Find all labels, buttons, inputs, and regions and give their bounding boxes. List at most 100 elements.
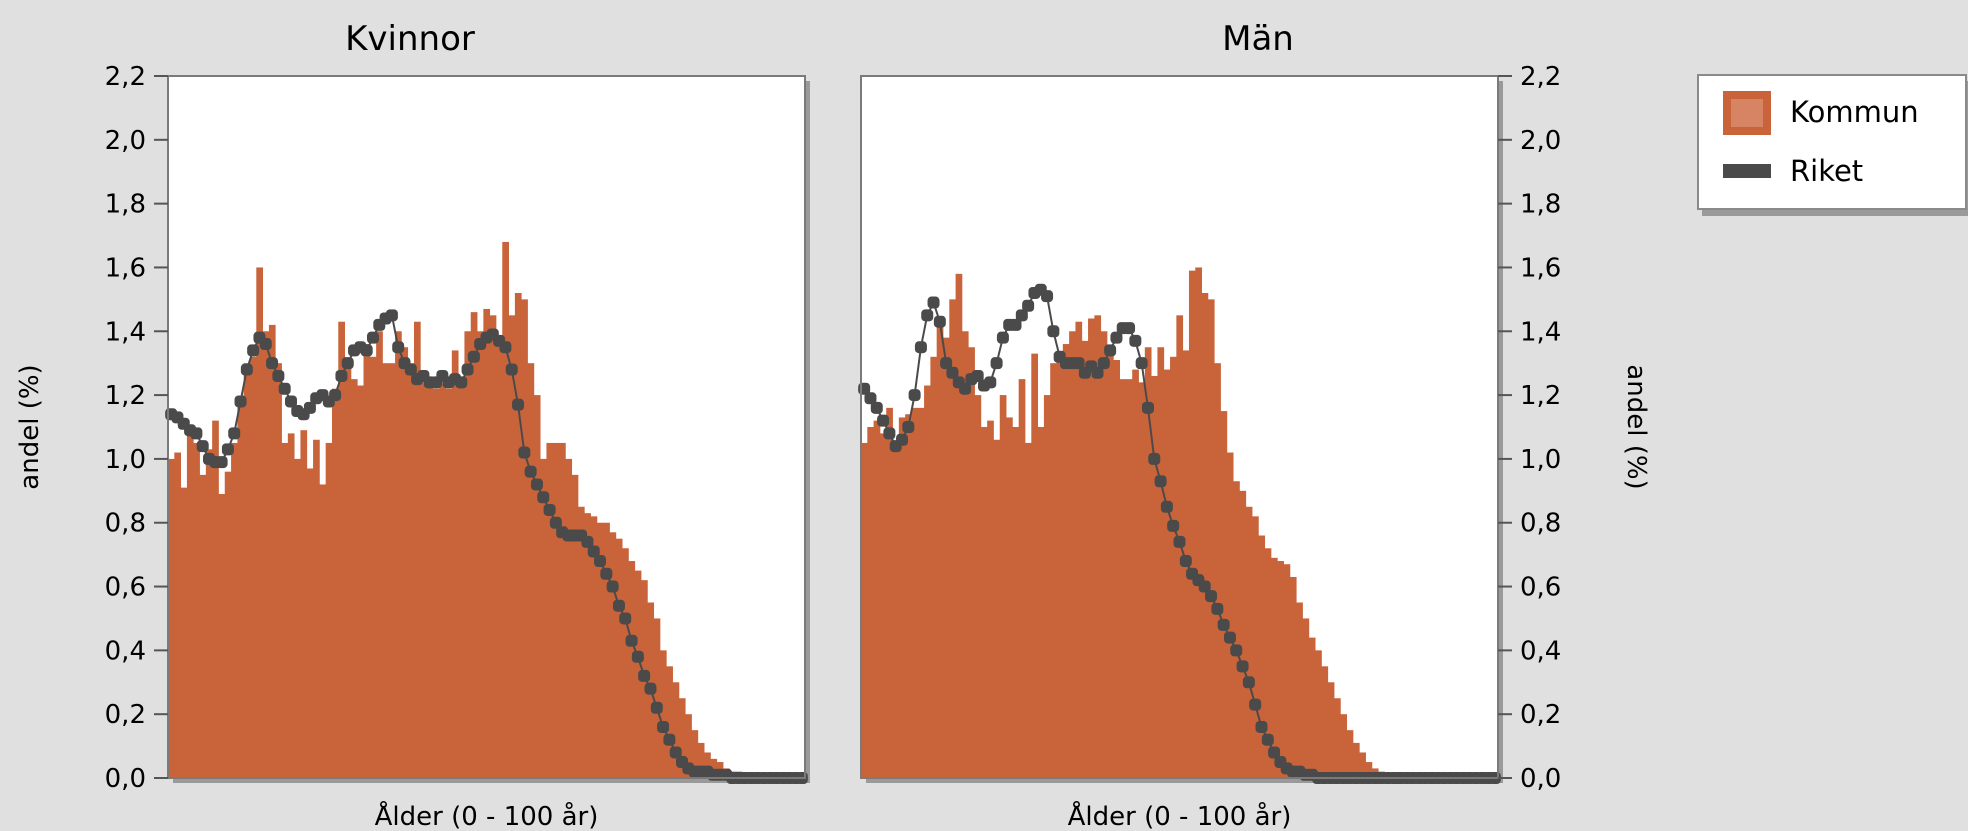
bar-kommun [980,427,988,778]
bar-kommun [1302,618,1310,778]
y-tick-label: 0,6 [105,573,146,603]
riket-point [902,421,915,433]
riket-point [1022,299,1035,312]
riket-point [385,309,398,322]
legend-riket-label: Riket [1790,154,1863,188]
bar-kommun [987,420,994,778]
riket-point [1135,357,1148,370]
bar-kommun [1201,292,1209,778]
bar-kommun [395,331,402,778]
bar-kommun [577,506,585,778]
bar-kommun [376,331,383,778]
riket-point [1179,555,1192,568]
bar-kommun [275,363,282,778]
riket-point [455,376,468,389]
bar-kommun [634,570,642,778]
bar-kommun [205,449,213,778]
riket-point [196,440,209,453]
bar-kommun [659,650,667,778]
legend-kommun-label: Kommun [1790,95,1919,129]
riket-point [990,357,1003,370]
bar-kommun [344,363,352,778]
panel-title: Män [1222,19,1294,59]
riket-point [240,363,253,376]
bar-kommun [1220,411,1228,778]
riket-point [908,389,921,402]
bar-kommun [180,487,188,778]
bar-kommun [281,442,289,778]
riket-point [663,733,676,746]
riket-point [1148,452,1161,465]
riket-point [1091,366,1104,379]
bar-kommun [1239,490,1247,778]
riket-point [467,350,480,363]
bar-kommun [955,273,963,778]
y-axis-title: andel (%) [15,364,45,489]
x-axis-title: Ålder (0 - 100 år) [375,800,599,831]
riket-point [625,634,638,647]
bar-kommun [388,363,396,778]
legend [1697,74,1968,216]
bar-kommun [1365,762,1373,778]
riket-point [278,382,291,395]
bar-kommun [1006,417,1013,778]
riket-point [1167,519,1180,532]
riket-point [946,366,959,379]
plot-frame [167,75,806,779]
bar-kommun [426,379,434,778]
riket-point [1047,325,1060,338]
bar-kommun [477,331,484,778]
bar-kommun [917,407,925,778]
bar-kommun [924,385,931,778]
riket-point [1129,334,1142,347]
riket-point [877,414,890,427]
riket-point [1198,580,1211,593]
y-tick-label: 0,6 [1520,573,1561,603]
y-tick-label: 1,6 [105,253,146,283]
bar-kommun [1226,452,1234,778]
riket-point [530,478,543,491]
chart-panel-man [858,75,1512,784]
bar-kommun [413,321,421,778]
bar-kommun [886,407,893,778]
bar-kommun [1308,637,1316,778]
bar-kommun [168,458,175,778]
bar-kommun [873,420,881,778]
bar-kommun [1289,576,1297,778]
bar-kommun [357,385,364,778]
bar-kommun [300,430,308,778]
chart-panel-kvinnor [154,75,810,784]
bar-kommun [1043,395,1051,778]
bar-kommun [1018,379,1026,778]
y-tick-label: 1,0 [1520,445,1561,475]
bar-kommun [1031,353,1038,778]
riket-point [1154,475,1167,488]
y-tick-label: 2,0 [1520,126,1561,156]
bar-kommun [1106,353,1114,778]
bar-kommun [407,363,415,778]
riket-point [600,567,613,580]
bar-kommun [584,513,591,778]
bar-kommun [199,474,207,778]
riket-point [1123,322,1136,335]
bar-kommun [1334,698,1341,778]
bar-kommun [502,241,509,778]
riket-point [1072,357,1085,370]
y-tick-label: 2,2 [105,62,146,92]
bar-kommun [905,414,912,778]
bar-kommun [401,347,409,778]
bar-kommun [1050,363,1057,778]
riket-point [933,315,946,328]
bar-kommun [609,532,617,778]
riket-point [1242,676,1255,689]
bar-kommun [306,468,314,778]
riket-point [984,376,997,389]
bar-kommun [666,666,673,778]
bar-kommun [1113,359,1120,778]
riket-point [594,555,607,568]
riket-point [259,338,272,351]
riket-point [1097,357,1110,370]
y-tick-label: 1,4 [1520,317,1561,347]
bar-kommun [237,401,245,778]
